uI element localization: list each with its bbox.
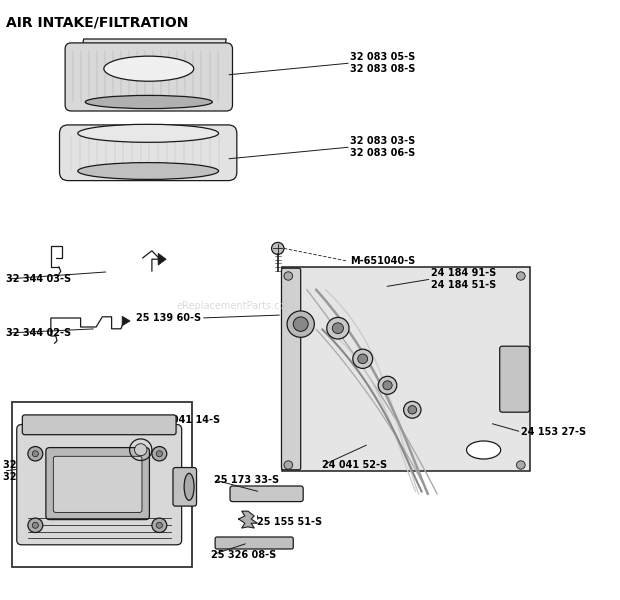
Circle shape [135,444,147,456]
Polygon shape [158,253,166,265]
Polygon shape [239,511,257,528]
Text: 25 155 51-S: 25 155 51-S [257,517,322,527]
Text: 24 184 91-S
24 184 51-S: 24 184 91-S 24 184 51-S [431,268,496,290]
Ellipse shape [78,163,219,179]
Ellipse shape [184,473,194,500]
Circle shape [152,518,167,533]
Circle shape [353,349,373,368]
Text: 32 094 04-S
32 094 08-S: 32 094 04-S 32 094 08-S [3,460,68,482]
Text: 32 344 03-S: 32 344 03-S [6,274,71,284]
Circle shape [272,242,284,254]
Circle shape [156,522,162,528]
Circle shape [293,317,308,331]
Circle shape [156,451,162,457]
Circle shape [327,317,349,339]
FancyBboxPatch shape [281,268,301,470]
Circle shape [152,446,167,461]
Circle shape [284,461,293,469]
FancyBboxPatch shape [65,43,232,111]
Text: 24 041 14-S: 24 041 14-S [155,415,220,425]
Circle shape [383,381,392,390]
Text: 24 041 52-S: 24 041 52-S [322,460,388,470]
FancyBboxPatch shape [215,537,293,549]
FancyBboxPatch shape [46,448,149,520]
Ellipse shape [85,95,212,109]
Ellipse shape [467,441,501,459]
FancyBboxPatch shape [53,456,142,512]
Polygon shape [122,316,130,326]
FancyBboxPatch shape [230,486,303,502]
Text: AIR INTAKE/FILTRATION: AIR INTAKE/FILTRATION [6,15,188,29]
Bar [12,402,192,567]
Circle shape [358,354,368,364]
FancyBboxPatch shape [22,415,176,434]
Circle shape [287,311,314,337]
Text: 32 083 03-S
32 083 06-S: 32 083 03-S 32 083 06-S [350,136,415,158]
Text: M-651040-S: M-651040-S [350,256,415,266]
Circle shape [32,451,38,457]
Bar [282,267,530,471]
Circle shape [408,406,417,414]
Circle shape [404,401,421,418]
Text: 32 083 05-S
32 083 08-S: 32 083 05-S 32 083 08-S [350,52,415,74]
Circle shape [28,446,43,461]
Text: 25 326 08-S: 25 326 08-S [211,550,276,560]
Ellipse shape [78,124,219,142]
Circle shape [332,323,343,334]
Text: 24 153 27-S: 24 153 27-S [521,427,586,437]
Text: 32 344 02-S: 32 344 02-S [6,328,71,338]
Polygon shape [81,39,226,54]
Circle shape [28,518,43,533]
Circle shape [32,522,38,528]
FancyBboxPatch shape [173,467,197,506]
FancyBboxPatch shape [17,425,182,545]
FancyBboxPatch shape [60,125,237,181]
Circle shape [378,376,397,394]
Circle shape [516,461,525,469]
Circle shape [284,272,293,280]
Text: 25 139 60-S: 25 139 60-S [136,313,202,323]
FancyBboxPatch shape [500,346,529,412]
Text: eReplacementParts.com: eReplacementParts.com [176,301,295,311]
Text: 25 173 33-S: 25 173 33-S [214,475,279,485]
Ellipse shape [104,56,193,81]
Circle shape [516,272,525,280]
